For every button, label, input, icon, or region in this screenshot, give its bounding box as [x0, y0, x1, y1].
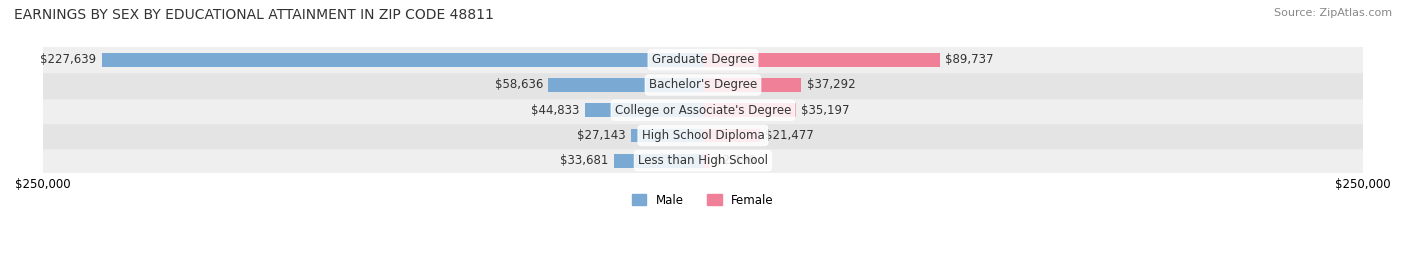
- Bar: [548, 78, 703, 92]
- Text: $37,292: $37,292: [807, 79, 855, 91]
- Bar: [703, 53, 941, 67]
- Bar: [585, 103, 703, 117]
- Text: $27,143: $27,143: [578, 129, 626, 142]
- Bar: [42, 98, 1364, 123]
- Bar: [42, 148, 1364, 173]
- Text: College or Associate's Degree: College or Associate's Degree: [614, 104, 792, 117]
- Text: Bachelor's Degree: Bachelor's Degree: [650, 79, 756, 91]
- Legend: Male, Female: Male, Female: [627, 189, 779, 211]
- Bar: [42, 47, 1364, 72]
- Bar: [703, 78, 801, 92]
- Bar: [42, 72, 1364, 98]
- Text: Graduate Degree: Graduate Degree: [652, 53, 754, 66]
- Text: Less than High School: Less than High School: [638, 154, 768, 167]
- Bar: [101, 53, 703, 67]
- Bar: [42, 123, 1364, 148]
- Text: High School Diploma: High School Diploma: [641, 129, 765, 142]
- Text: $44,833: $44,833: [531, 104, 579, 117]
- Text: EARNINGS BY SEX BY EDUCATIONAL ATTAINMENT IN ZIP CODE 48811: EARNINGS BY SEX BY EDUCATIONAL ATTAINMEN…: [14, 8, 494, 22]
- Bar: [631, 128, 703, 142]
- Text: $227,639: $227,639: [41, 53, 97, 66]
- Text: $2,499: $2,499: [714, 154, 756, 167]
- Bar: [703, 128, 759, 142]
- Text: $33,681: $33,681: [561, 154, 609, 167]
- Text: Source: ZipAtlas.com: Source: ZipAtlas.com: [1274, 8, 1392, 18]
- Text: $21,477: $21,477: [765, 129, 814, 142]
- Bar: [703, 154, 710, 168]
- Text: $58,636: $58,636: [495, 79, 543, 91]
- Text: $35,197: $35,197: [801, 104, 849, 117]
- Text: $89,737: $89,737: [945, 53, 994, 66]
- Bar: [614, 154, 703, 168]
- Bar: [703, 103, 796, 117]
